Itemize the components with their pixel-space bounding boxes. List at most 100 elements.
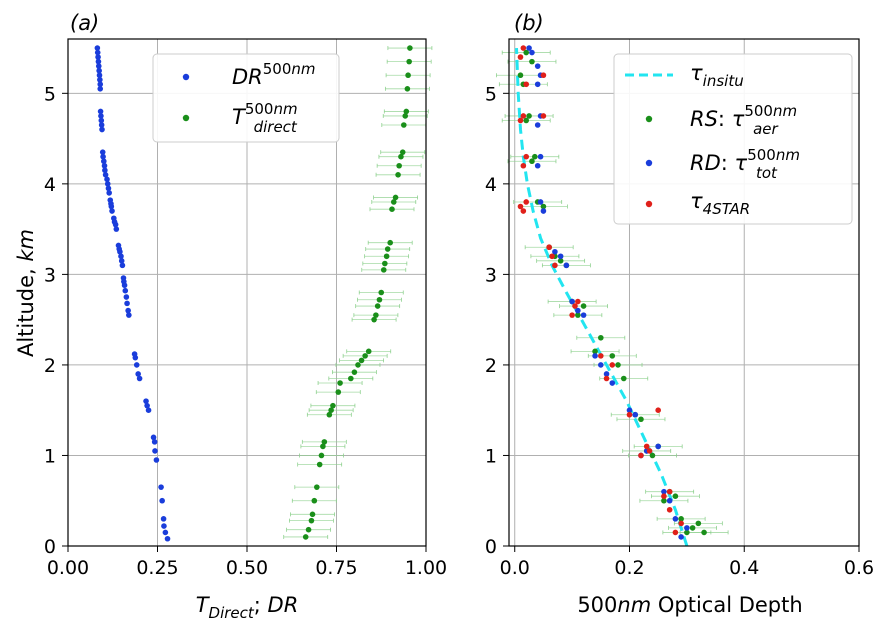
point-dr-500nm [158,484,164,490]
point-t-direct-500nm [407,45,413,51]
panel-a-title: (a) [70,11,99,35]
point-dr-500nm [97,108,104,115]
x-tick-label-b: 0.4 [729,557,759,579]
point-dr-500nm [123,294,130,300]
point-rd-tot-500nm [526,45,532,51]
point-dr-500nm [104,181,111,187]
point-4star [517,117,524,124]
point-dr-500nm [120,275,127,281]
point-rd-tot-500nm [592,353,598,359]
point-t-direct-500nm [390,199,397,205]
y-axis-label-a: Altitude, km [14,229,38,357]
point-rs-aer-500nm [701,529,707,536]
legend-a: DR500nm T500nm direct [152,53,340,143]
axes-frame-b [508,38,860,547]
point-t-direct-500nm [362,353,368,359]
y-tick-label-a: 3 [44,264,56,286]
point-rs-aer-500nm [689,525,696,531]
point-dr-500nm [113,226,120,232]
point-rd-tot-500nm [655,443,661,450]
point-dr-500nm [100,153,106,160]
point-dr-500nm [131,351,138,357]
point-t-direct-500nm [328,407,334,413]
y-tick-label-b: 4 [485,174,497,196]
point-4star [520,45,527,51]
point-t-direct-500nm [383,253,390,260]
point-4star [520,113,527,119]
point-4star [517,203,524,210]
y-tick-label-a: 5 [44,83,56,105]
point-4star [661,493,667,500]
point-t-direct-500nm [309,511,316,518]
point-t-direct-500nm [406,58,412,65]
point-rd-tot-500nm [626,407,633,413]
point-dr-500nm [161,523,167,529]
panel-a: 0.00 0.25 0.50 0.75 1.00 0 1 2 3 4 5 (a) TDirect; … [14,11,447,618]
point-dr-500nm [97,85,104,92]
point-dr-500nm [99,149,106,155]
point-t-direct-500nm [376,296,383,303]
point-t-direct-500nm [311,497,318,504]
x-tick-label-a: 0.50 [226,557,268,579]
y-tick-label-b: 3 [485,264,497,286]
point-4star [523,81,530,88]
point-t-direct-500nm [404,85,411,92]
point-t-direct-500nm [314,484,320,490]
point-t-direct-500nm [402,113,409,119]
legend-b-marker-rd [645,159,653,167]
point-dr-500nm [152,448,158,454]
point-rs-aer-500nm [620,375,627,382]
point-4star [540,113,547,119]
x-tick-label-a: 1.00 [405,557,447,579]
legend-b-label-rs: RS: τ500nm aer [690,102,797,138]
point-rd-tot-500nm [534,122,541,128]
point-dr-500nm [106,190,112,196]
point-rd-tot-500nm [580,312,587,318]
point-rd-tot-500nm [666,497,673,504]
point-dr-500nm [150,434,157,441]
point-t-direct-500nm [320,443,326,450]
point-4star [609,362,616,368]
point-dr-500nm [143,398,149,404]
x-axis-label-a: TDirect; DR [196,593,299,618]
point-rs-aer-500nm [517,72,524,79]
point-rs-aer-500nm [638,416,644,423]
point-dr-500nm [144,402,150,409]
point-t-direct-500nm [374,303,381,309]
point-rd-tot-500nm [603,371,610,377]
point-t-direct-500nm [382,260,388,267]
point-4star [672,529,679,536]
point-4star [638,452,644,459]
point-t-direct-500nm [358,357,365,364]
point-t-direct-500nm [378,289,385,296]
point-t-direct-500nm [335,389,342,395]
point-rd-tot-500nm [537,199,544,205]
point-rd-tot-500nm [540,208,547,214]
point-4star [575,298,581,305]
legend-b-marker-rs [645,115,653,123]
point-dr-500nm [124,300,130,307]
point-4star [655,407,661,413]
point-4star [523,153,530,160]
y-tick-label-b: 5 [485,83,497,105]
point-dr-500nm [104,176,110,183]
legend-a-marker-t [182,114,190,122]
point-rs-aer-500nm [695,520,702,527]
point-dr-500nm [160,516,167,522]
point-dr-500nm [111,215,117,222]
legend-b-marker-4star [645,200,653,208]
point-rs-aer-500nm [529,158,535,165]
point-4star [626,411,633,418]
point-dr-500nm [98,122,105,128]
point-4star [598,353,604,359]
point-rd-tot-500nm [534,63,541,69]
point-t-direct-500nm [399,149,406,155]
point-t-direct-500nm [396,162,402,169]
point-rs-aer-500nm [557,258,564,264]
point-rs-aer-500nm [532,153,538,160]
point-t-direct-500nm [308,517,315,524]
legend-b-label-insitu: τinsitu [690,61,744,90]
point-rd-tot-500nm [534,162,541,169]
point-dr-500nm [159,497,165,504]
point-t-direct-500nm [326,411,333,418]
